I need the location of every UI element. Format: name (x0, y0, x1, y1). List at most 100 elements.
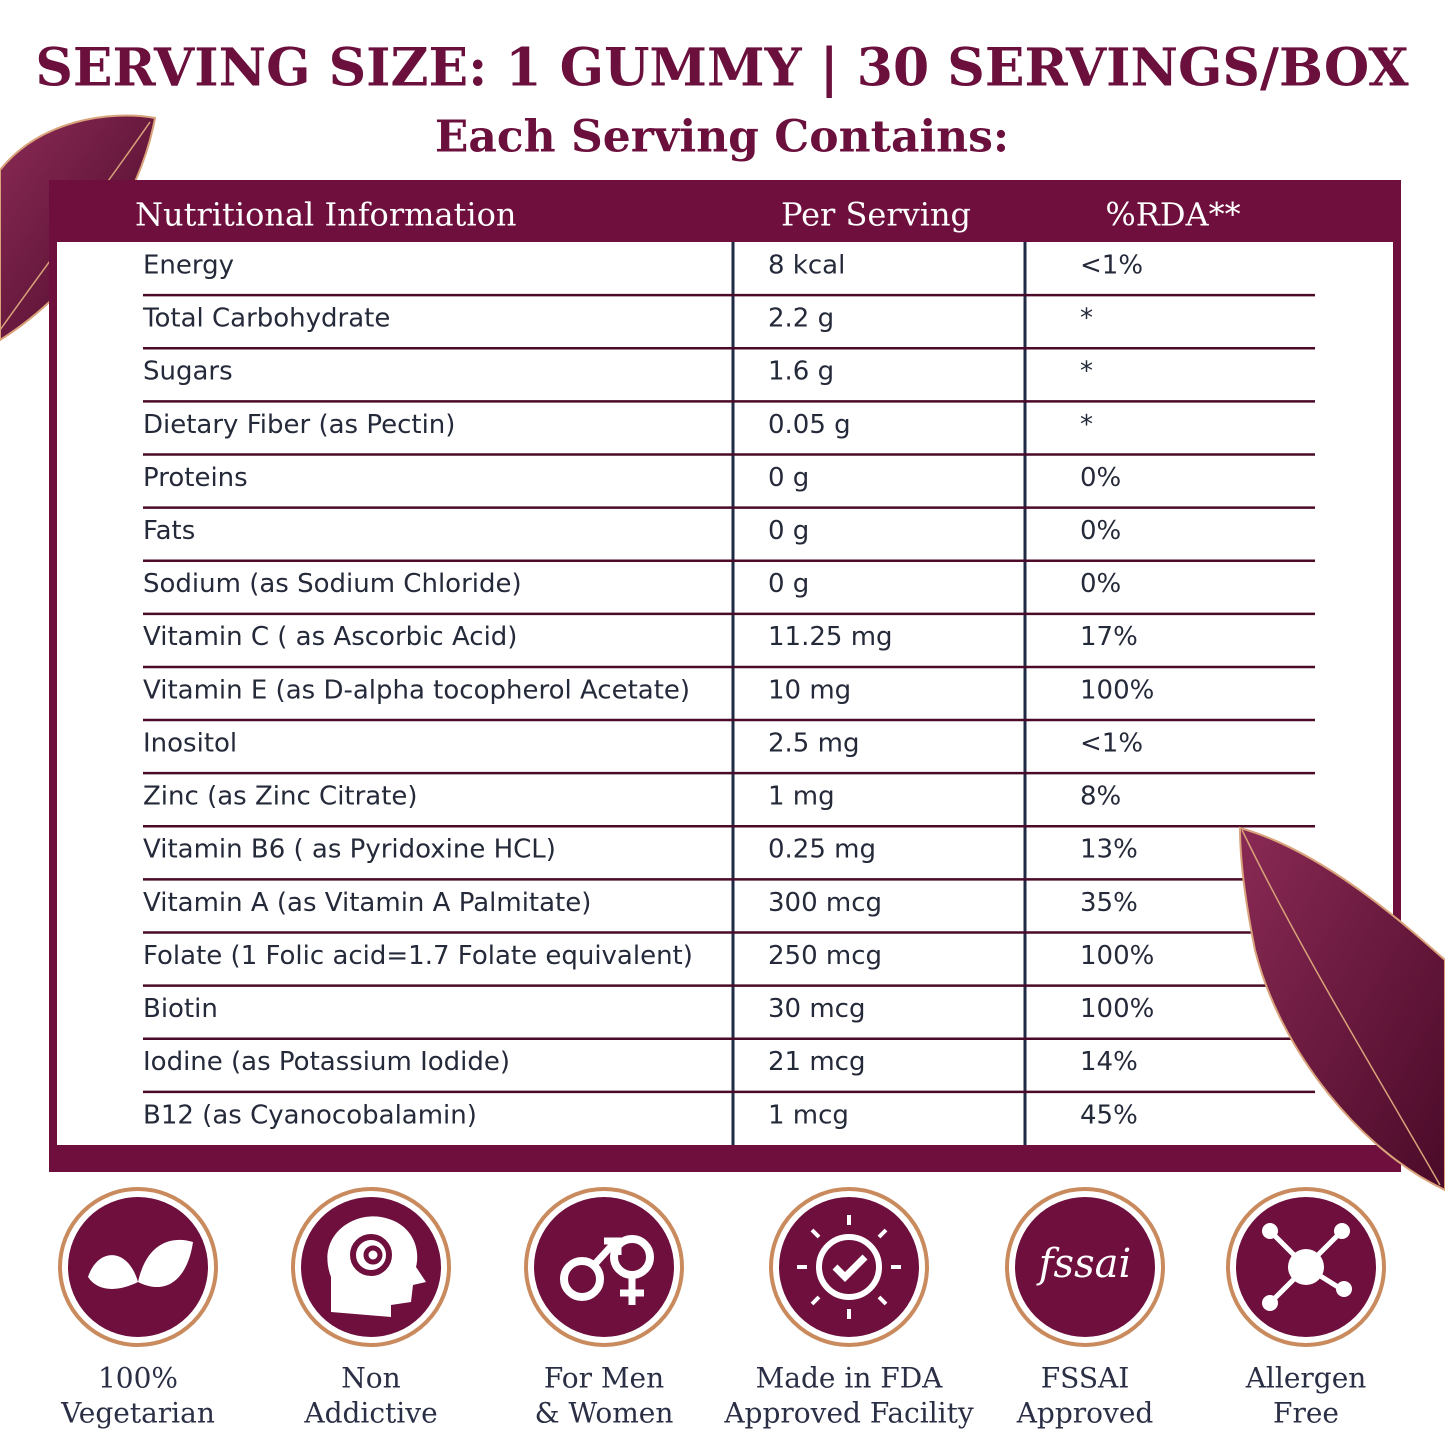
table-cell: 100% (1080, 675, 1154, 705)
badge-label: Allergen (1245, 1362, 1367, 1395)
table-cell: 250 mcg (768, 941, 882, 971)
icon-shape (797, 1215, 901, 1319)
table-cell: Folate (1 Folic acid=1.7 Folate equivale… (143, 941, 693, 971)
table-rows: Energy 8 kcal <1% Total Carbohydrate 2.2 g * S… (142, 250, 1315, 1130)
table-body (57, 242, 1393, 1145)
column-header: Nutritional Information (135, 196, 517, 234)
icon-shape (1334, 1223, 1350, 1239)
icon-shape (1336, 1281, 1352, 1297)
table-cell: 2.5 mg (768, 728, 859, 758)
table-cell: 0% (1080, 569, 1121, 599)
table-cell: 21 mcg (768, 1047, 865, 1077)
badge-label: Non (341, 1362, 400, 1395)
table-cell: 300 mcg (768, 888, 882, 918)
table-cell: * (1080, 304, 1093, 334)
badge-label: FSSAI (1041, 1362, 1130, 1395)
icon-shape (1262, 1223, 1352, 1311)
table-cell: Biotin (143, 994, 218, 1024)
table-cell: Vitamin E (as D-alpha tocopherol Acetate… (143, 675, 690, 705)
leaf-decoration (1238, 826, 1445, 1192)
table-cell: 45% (1080, 1100, 1138, 1130)
icon-shape (1304, 1233, 1340, 1269)
table-cell: 35% (1080, 888, 1138, 918)
table-cell: Zinc (as Zinc Citrate) (143, 782, 418, 812)
table-cell: <1% (1080, 250, 1143, 280)
subtitle: Each Serving Contains: (435, 112, 1009, 163)
table-cell: B12 (as Cyanocobalamin) (143, 1100, 477, 1130)
icon-shape (1272, 1265, 1308, 1301)
table-cell: * (1080, 410, 1093, 440)
table-cell: Sodium (as Sodium Chloride) (143, 569, 522, 599)
badge-label: Addictive (303, 1397, 437, 1430)
badge-icon (1262, 1223, 1352, 1311)
icon-shape (1262, 1223, 1278, 1239)
icon-shape (327, 1216, 426, 1317)
icon-shape (877, 1295, 888, 1306)
badge-label: & Women (535, 1397, 674, 1430)
table-cell: Inositol (143, 728, 237, 758)
badge-label: Approved (1016, 1397, 1154, 1430)
badge-label: Vegetarian (60, 1397, 215, 1430)
badge-icon-text: fssai (1036, 1241, 1132, 1287)
table-cell: 14% (1080, 1047, 1138, 1077)
table-cell: 0% (1080, 463, 1121, 493)
badge-circle (68, 1197, 208, 1337)
badge-label: 100% (98, 1362, 178, 1395)
table-cell: 10 mg (768, 675, 851, 705)
icon-shape (560, 1257, 604, 1301)
icon-shape (816, 1234, 882, 1300)
icon-shape (810, 1228, 821, 1239)
badge-label: Made in FDA (756, 1362, 944, 1395)
title: SERVING SIZE: 1 GUMMY | 30 SERVINGS/BOX (35, 38, 1409, 99)
table-cell: Vitamin A (as Vitamin A Palmitate) (143, 888, 591, 918)
badge-icon (327, 1216, 426, 1317)
table-cell: Energy (143, 250, 234, 280)
table-cell: 1.6 g (768, 357, 834, 387)
table-cell: * (1080, 357, 1093, 387)
table-cell: 8 kcal (768, 250, 845, 280)
badge-circle (1015, 1197, 1155, 1337)
icon-shape (620, 1275, 644, 1305)
table-cell: 100% (1080, 994, 1154, 1024)
badge-label: Free (1273, 1397, 1339, 1430)
table-cell: Sugars (143, 357, 233, 387)
table-cell: 0.05 g (768, 410, 851, 440)
icon-shape (350, 1234, 392, 1276)
badge-icon (797, 1215, 901, 1319)
badge-icon (88, 1239, 193, 1289)
badge-circle (534, 1197, 674, 1337)
badge-label: For Men (544, 1362, 664, 1395)
table-cell: Vitamin C ( as Ascorbic Acid) (143, 622, 517, 652)
icon-shape (1272, 1233, 1308, 1269)
table-cell: 1 mcg (768, 1100, 849, 1130)
table-cell: 13% (1080, 835, 1138, 865)
table-cell: 100% (1080, 941, 1154, 971)
badge-icon (560, 1235, 654, 1305)
table-cell: 17% (1080, 622, 1138, 652)
table-cell: 0% (1080, 516, 1121, 546)
table-cell: 2.2 g (768, 304, 834, 334)
table-cell: 8% (1080, 782, 1121, 812)
table-cell: 30 mcg (768, 994, 865, 1024)
table-cell: 1 mg (768, 782, 835, 812)
table-cell: Vitamin B6 ( as Pyridoxine HCL) (143, 835, 556, 865)
table-cell: 0 g (768, 463, 809, 493)
icon-shape (1262, 1295, 1278, 1311)
badge-label: Approved Facility (723, 1397, 974, 1430)
icon-shape (1304, 1264, 1340, 1290)
table-cell: <1% (1080, 728, 1143, 758)
icon-shape (88, 1239, 193, 1289)
table-cell: Total Carbohydrate (142, 304, 390, 334)
icon-shape (877, 1228, 888, 1239)
table-cell: 0.25 mg (768, 835, 876, 865)
icon-shape (1272, 1233, 1340, 1301)
icon-shape (363, 1245, 383, 1265)
table-cell: 0 g (768, 516, 809, 546)
table-cell: Iodine (as Potassium Iodide) (143, 1047, 510, 1077)
icon-shape (810, 1295, 821, 1306)
table-cell: 0 g (768, 569, 809, 599)
leaf-vein (1241, 829, 1441, 1186)
table-cell: Proteins (143, 463, 248, 493)
